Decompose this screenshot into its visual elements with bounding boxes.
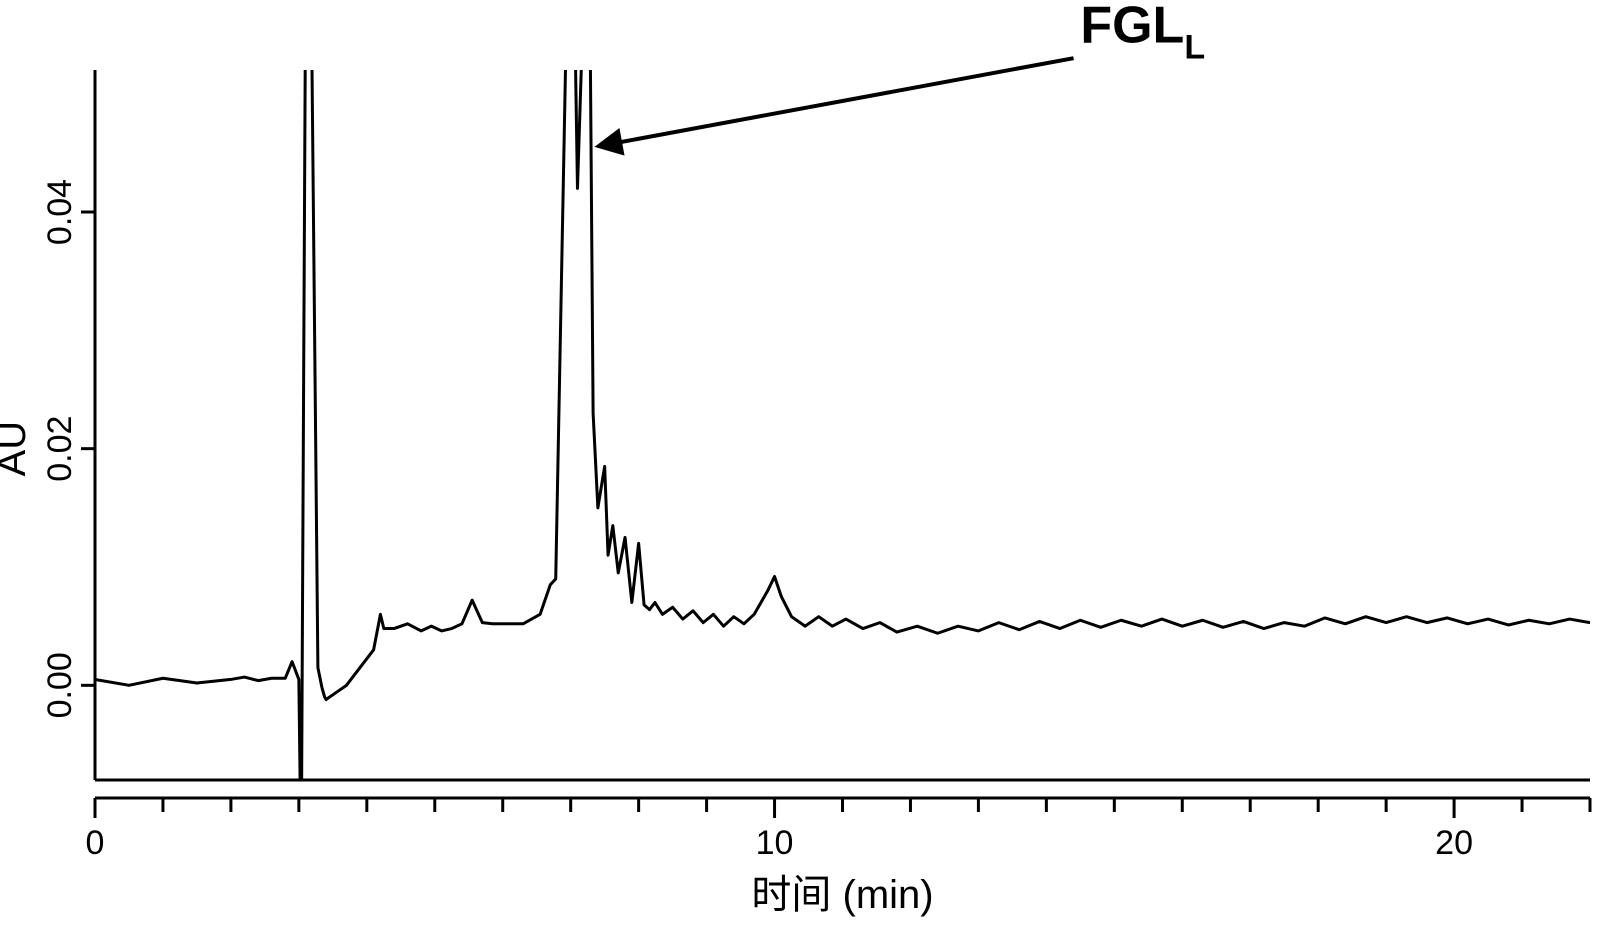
y-tick-label: 0.02 [41, 416, 79, 482]
y-tick-label: 0.00 [41, 652, 79, 718]
annotation-arrow [611, 58, 1074, 144]
chromatogram-trace [95, 0, 1590, 792]
y-axis-label: AU [0, 421, 34, 477]
y-tick-label: 0.04 [41, 179, 79, 245]
chromatogram-chart: 0 10 20 0.00 0.02 0.04 时间 (min) AU FGLL [0, 0, 1622, 928]
x-ticks: 0 10 20 [86, 798, 1590, 862]
annotation-text: FGLL [1080, 0, 1205, 67]
axes [95, 70, 1590, 798]
y-ticks: 0.00 0.02 0.04 [41, 179, 95, 719]
peak-annotation: FGLL [594, 0, 1205, 156]
x-tick-label: 20 [1435, 824, 1473, 862]
annotation-arrowhead [594, 128, 624, 156]
x-tick-label: 0 [86, 824, 105, 862]
x-axis-label: 时间 (min) [751, 873, 933, 917]
x-tick-label: 10 [756, 824, 794, 862]
chart-svg: 0 10 20 0.00 0.02 0.04 时间 (min) AU FGLL [0, 0, 1622, 928]
